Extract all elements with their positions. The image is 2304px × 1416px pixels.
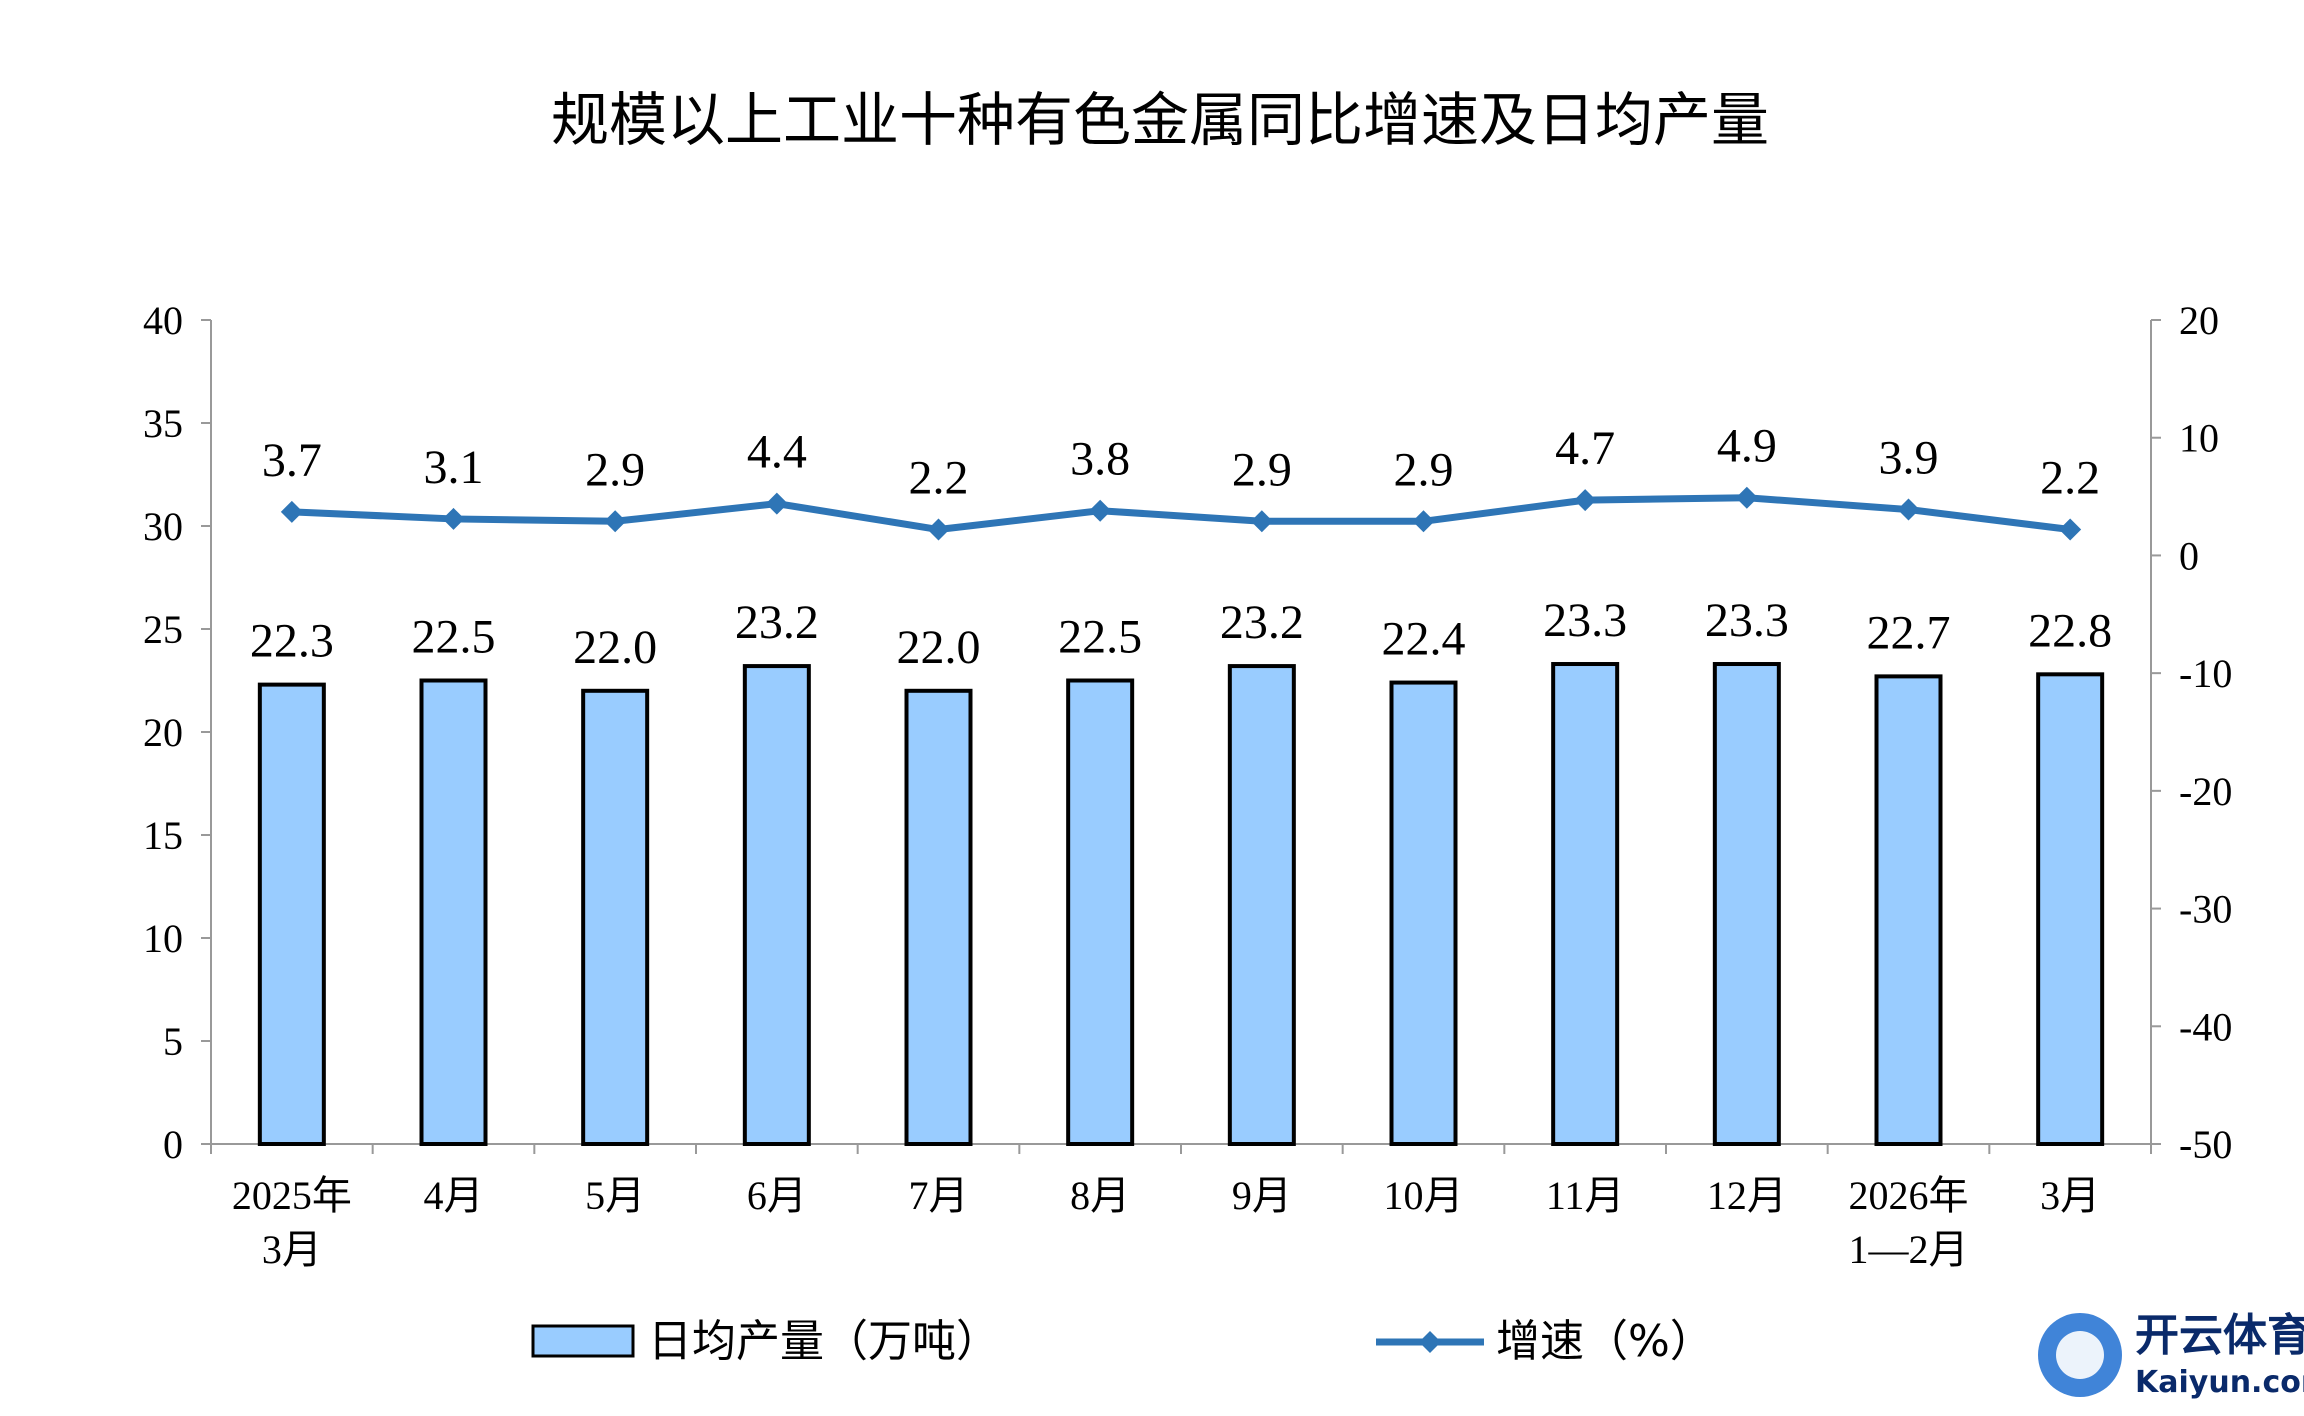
y-right-tick-label: -20 (2179, 769, 2232, 814)
y-right-tick-label: -10 (2179, 651, 2232, 696)
y-right-tick-label: 10 (2179, 416, 2219, 461)
bar (904, 688, 973, 1146)
bar (1874, 674, 1943, 1146)
bar (1227, 664, 1296, 1147)
x-category-label: 3月 (262, 1227, 322, 1272)
axes: 0 5 10 15 20 25 30 35 40 20 10 0 -10 -20 -30 -40 -50 2025… (143, 298, 2232, 1272)
bar (742, 664, 811, 1147)
bar (1712, 662, 1781, 1147)
x-category-label: 2026年 (1849, 1173, 1969, 1218)
line-data-label: 3.1 (424, 441, 484, 494)
line-data-label: 2.2 (2040, 452, 2100, 505)
line-point-marker (1897, 498, 1920, 521)
chart-title: 规模以上工业十种有色金属同比增速及日均产量 (551, 86, 1769, 154)
bar-data-label: 23.2 (1220, 596, 1304, 649)
y-right-tick-label: 0 (2179, 533, 2199, 578)
line-data-label: 3.9 (1879, 432, 1939, 485)
y-left-tick-label: 15 (143, 813, 183, 858)
legend-bar-label: 日均产量（万吨） (648, 1316, 1000, 1367)
line-data-label: 4.4 (747, 426, 807, 479)
watermark-text: 开云体育 (2135, 1310, 2304, 1361)
x-category-label: 12月 (1707, 1173, 1787, 1218)
bar-data-label: 22.4 (1382, 613, 1466, 666)
bar (257, 682, 326, 1146)
y-right-tick-label: -40 (2179, 1004, 2232, 1049)
line-data-label: 4.7 (1555, 422, 1615, 475)
watermark-ball-inner (2056, 1331, 2104, 1379)
bar (581, 688, 650, 1146)
bar-series (257, 662, 2105, 1147)
y-right-tick-label: -30 (2179, 887, 2232, 932)
bar-data-label: 22.0 (897, 621, 981, 674)
data-labels: 22.3 22.5 22.0 23.2 22.0 22.5 23.2 22.4 23.3 23.3… (250, 420, 2112, 674)
line-point-marker (442, 507, 465, 530)
x-category-label: 2025年 (232, 1173, 352, 1218)
legend-diamond-icon (1419, 1331, 1441, 1353)
y-left-tick-label: 30 (143, 504, 183, 549)
x-category-label: 4月 (424, 1173, 484, 1218)
bar (1066, 678, 1135, 1146)
y-right-tick-label: -50 (2179, 1122, 2232, 1167)
bar-data-label: 22.8 (2028, 604, 2112, 657)
bar-data-label: 23.2 (735, 596, 819, 649)
bar-data-label: 22.0 (573, 621, 657, 674)
line-data-label: 4.9 (1717, 420, 1777, 473)
bar-data-label: 23.3 (1705, 594, 1789, 647)
x-category-label: 1—2月 (1849, 1227, 1969, 1272)
x-category-label: 5月 (585, 1173, 645, 1218)
y-left-tick-label: 40 (143, 298, 183, 343)
x-category-label: 11月 (1546, 1173, 1625, 1218)
line-data-label: 3.8 (1070, 433, 1130, 486)
legend-line-label: 增速（%） (1496, 1316, 1714, 1367)
bar-data-label: 22.7 (1867, 606, 1951, 659)
y-left-tick-label: 0 (163, 1122, 183, 1167)
y-left-tick-label: 20 (143, 710, 183, 755)
legend-bar-swatch (531, 1324, 635, 1358)
bar (1551, 662, 1620, 1147)
watermark-logo: 开云体育 Kaiyun.com (2038, 1310, 2304, 1400)
bar (2036, 672, 2105, 1146)
line-point-marker (1412, 510, 1435, 533)
line-data-label: 2.9 (1232, 443, 1292, 496)
growth-line (291, 494, 2071, 534)
line-point-marker (765, 492, 788, 515)
bar-data-label: 22.3 (250, 615, 334, 668)
y-left-tick-label: 5 (163, 1019, 183, 1064)
bar-data-label: 23.3 (1543, 594, 1627, 647)
line-data-label: 3.7 (262, 434, 322, 487)
bar (419, 678, 488, 1146)
y-left-tick-label: 35 (143, 401, 183, 446)
bar-data-label: 22.5 (1058, 611, 1142, 664)
x-category-label: 9月 (1232, 1173, 1292, 1218)
line-point-marker (2059, 518, 2082, 541)
line-point-marker (1735, 486, 1758, 509)
line-point-marker (280, 500, 303, 523)
x-category-label: 10月 (1384, 1173, 1464, 1218)
x-category-label: 7月 (909, 1173, 969, 1218)
x-category-label: 8月 (1070, 1173, 1130, 1218)
line-series (280, 486, 2082, 541)
line-point-marker (927, 518, 950, 541)
line-point-marker (604, 510, 627, 533)
y-left-tick-label: 25 (143, 607, 183, 652)
line-point-marker (1250, 510, 1273, 533)
line-data-label: 2.9 (1394, 443, 1454, 496)
line-point-marker (1574, 489, 1597, 512)
line-data-label: 2.2 (909, 452, 969, 505)
line-data-label: 2.9 (585, 443, 645, 496)
x-category-label: 3月 (2040, 1173, 2100, 1218)
legend: 日均产量（万吨） 增速（%） (531, 1316, 1714, 1367)
line-point-marker (1089, 499, 1112, 522)
y-left-tick-label: 10 (143, 916, 183, 961)
bar (1389, 680, 1458, 1146)
watermark-subtext: Kaiyun.com (2135, 1365, 2304, 1400)
bar-data-label: 22.5 (412, 611, 496, 664)
y-right-tick-label: 20 (2179, 298, 2219, 343)
x-category-label: 6月 (747, 1173, 807, 1218)
